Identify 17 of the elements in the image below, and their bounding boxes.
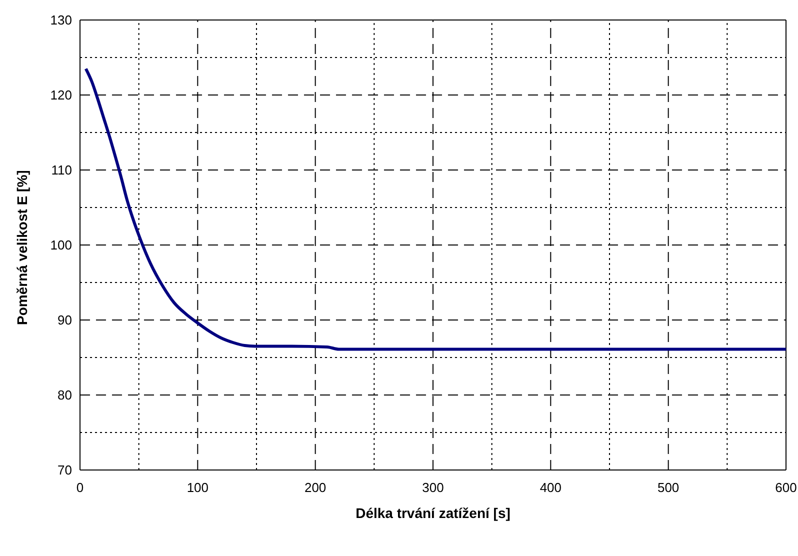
x-tick-label: 100 [186, 480, 209, 495]
y-tick-label: 130 [50, 12, 72, 28]
y-tick-label: 100 [50, 238, 72, 253]
y-axis-title: Poměrná velikost E [%] [14, 170, 30, 325]
x-tick-label: 300 [422, 480, 444, 495]
x-axis-title: Délka trvání zatížení [s] [356, 505, 510, 521]
y-tick-label: 90 [58, 312, 72, 328]
line-series [84, 67, 786, 351]
x-tick-label: 200 [304, 480, 326, 495]
x-tick-label: 0 [76, 480, 84, 495]
y-tick-label: 110 [51, 162, 72, 178]
x-tick-label: 500 [657, 480, 680, 495]
y-tick-label: 120 [50, 88, 72, 103]
x-tick-label: 600 [775, 480, 797, 495]
y-tick-label: 70 [58, 462, 72, 478]
y-tick-label: 80 [58, 388, 72, 403]
x-tick-label: 400 [540, 480, 562, 495]
